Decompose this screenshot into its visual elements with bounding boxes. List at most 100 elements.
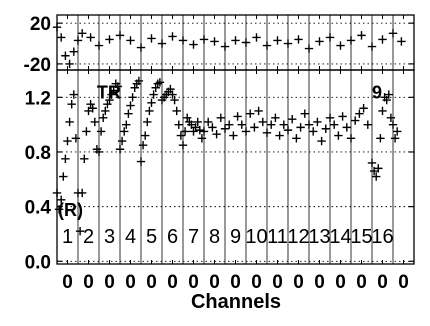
ratio-data-point — [90, 117, 99, 127]
residual-data-point — [397, 37, 406, 46]
residual-data-point — [136, 43, 146, 52]
ratio-data-point — [88, 104, 97, 113]
ratio-data-point — [250, 123, 259, 132]
residual-data-point — [65, 59, 74, 69]
channel-label: 14 — [329, 226, 351, 248]
ratio-data-point — [107, 90, 116, 99]
ratio-annotation: (R) — [58, 200, 83, 220]
ratio-data-point — [346, 134, 356, 143]
ratio-data-point — [168, 90, 177, 99]
residual-data-point — [126, 36, 135, 45]
ratio-data-point — [120, 127, 129, 136]
channel-label: 8 — [209, 226, 220, 248]
residual-data-point — [220, 42, 230, 51]
x-tick-label: 0 — [314, 272, 325, 293]
ratio-data-point — [204, 117, 213, 127]
residual-data-point — [378, 35, 387, 44]
x-tick-label: 0 — [146, 272, 157, 293]
residual-data-point — [388, 29, 398, 38]
residual-data-point — [325, 33, 335, 42]
ratio-data-point — [65, 117, 74, 127]
residual-data-point — [168, 32, 177, 41]
ratio-data-point — [351, 116, 360, 125]
residual-data-point — [78, 29, 87, 38]
ratio-data-point — [78, 188, 87, 198]
ratio-data-point — [275, 131, 284, 140]
ratio-data-point — [128, 93, 137, 102]
residual-data-point — [189, 40, 198, 49]
residual-data-point — [57, 33, 66, 42]
ratio-data-point — [113, 82, 123, 91]
ratio-data-point — [271, 113, 280, 123]
ratio-data-point — [382, 95, 391, 105]
ratio-data-point — [145, 106, 154, 116]
ratio-data-point — [212, 130, 221, 139]
ratio-data-point — [134, 76, 144, 86]
x-axis-label: Channels — [191, 291, 281, 313]
ratio-data-point — [267, 120, 276, 129]
ratio-data-point — [105, 95, 114, 105]
ratio-data-point — [101, 106, 110, 116]
residual-data-point — [86, 33, 95, 42]
ratio-data-point — [193, 117, 202, 127]
ratio-data-point — [367, 158, 377, 168]
ratio-data-point — [378, 106, 387, 116]
ratio-data-point — [288, 114, 297, 124]
channel-label: 3 — [104, 226, 115, 248]
ratio-data-point — [126, 101, 135, 110]
ratio-data-point — [117, 136, 127, 146]
ratio-annotation: TR — [97, 83, 121, 103]
ratio-data-point — [199, 127, 209, 136]
x-tick-label: 0 — [335, 272, 346, 293]
x-tick-label: 0 — [125, 272, 136, 293]
ratio-data-point — [246, 109, 255, 118]
ratio-data-point — [216, 113, 225, 123]
ratio-data-point — [220, 124, 230, 133]
ratio-data-point — [241, 127, 251, 136]
ratio-data-point — [233, 112, 242, 121]
ratio-data-point — [176, 131, 186, 140]
ratio-data-point — [180, 127, 190, 136]
residual-data-point — [147, 34, 156, 43]
ratio-data-point — [388, 120, 398, 129]
ratio-data-point — [363, 120, 372, 129]
residual-data-point — [52, 23, 62, 32]
residual-data-point — [357, 31, 366, 40]
ratio-data-point — [309, 127, 318, 136]
ratio-data-point — [63, 136, 72, 146]
ratio-data-point — [279, 120, 288, 129]
ratio-data-point — [153, 79, 162, 88]
residual-data-point — [346, 36, 356, 45]
residual-data-point — [304, 44, 314, 53]
ratio-data-point — [225, 120, 234, 129]
ratio-data-point — [283, 125, 293, 135]
ratio-data-point — [75, 227, 85, 236]
ratio-data-point — [61, 154, 70, 164]
x-tick-label: 0 — [377, 272, 388, 293]
ratio-data-point — [197, 134, 207, 143]
residual-data-point — [94, 41, 104, 50]
channel-label: 13 — [308, 226, 330, 248]
ratio-data-point — [372, 172, 381, 181]
ratio-data-point — [321, 124, 330, 133]
residual-data-point — [69, 47, 78, 56]
ratio-data-point — [374, 164, 383, 173]
residual-data-point — [315, 37, 324, 46]
x-tick-label: 0 — [104, 272, 115, 293]
residual-y-tick-label: -20 — [24, 55, 51, 76]
ratio-data-point — [330, 120, 339, 129]
ratio-data-point — [393, 127, 402, 136]
x-tick-label: 0 — [230, 272, 241, 293]
ratio-data-point — [96, 127, 106, 136]
ratio-data-point — [376, 134, 385, 143]
ratio-y-tick-label: 0.0 — [25, 252, 51, 273]
ratio-data-point — [386, 113, 396, 123]
residual-data-point — [178, 36, 188, 45]
channel-label: 2 — [83, 226, 94, 248]
ratio-data-point — [54, 205, 64, 214]
channel-label: 1 — [62, 226, 73, 248]
ratio-data-point — [254, 106, 263, 116]
residual-data-point — [61, 51, 70, 60]
ratio-data-point — [313, 117, 322, 127]
